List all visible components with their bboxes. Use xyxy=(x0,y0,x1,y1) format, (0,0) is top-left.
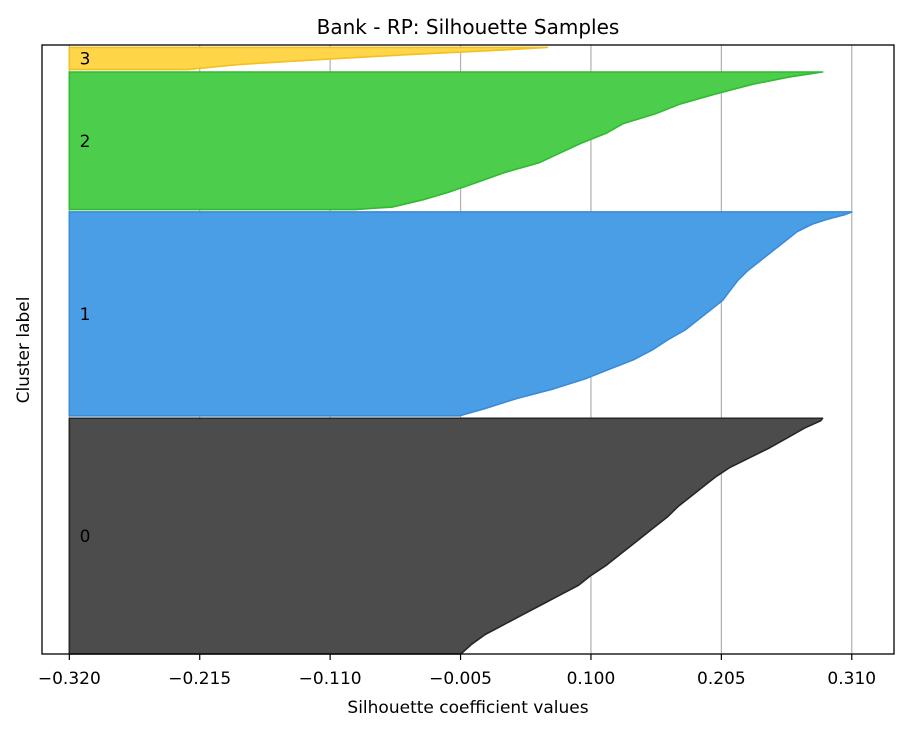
cluster-label: 3 xyxy=(80,50,91,70)
cluster-1-area xyxy=(68,211,853,417)
cluster-label: 0 xyxy=(80,527,91,547)
x-tick-label: −0.005 xyxy=(429,669,492,689)
x-tick-label: −0.320 xyxy=(38,669,101,689)
x-axis-title: Silhouette coefficient values xyxy=(347,698,588,718)
cluster-0-area xyxy=(68,417,824,655)
y-axis-title: Cluster label xyxy=(14,297,34,404)
cluster-areas xyxy=(68,46,853,655)
cluster-2-area xyxy=(68,71,824,211)
x-tick-label: −0.110 xyxy=(299,669,362,689)
cluster-labels: 0 1 2 3 xyxy=(80,50,91,548)
plot-frame xyxy=(41,44,895,655)
x-tick-label: 0.100 xyxy=(567,669,616,689)
cluster-label: 2 xyxy=(80,132,91,152)
x-tick-label: 0.310 xyxy=(827,669,876,689)
x-axis-ticks: −0.320 −0.215 −0.110 −0.005 0.100 0.205 0.310 xyxy=(38,654,876,689)
x-tick-label: 0.205 xyxy=(697,669,746,689)
chart-title: Bank - RP: Silhouette Samples xyxy=(317,15,620,39)
cluster-label: 1 xyxy=(80,305,91,325)
cluster-3-area xyxy=(68,46,549,71)
x-tick-label: −0.215 xyxy=(168,669,231,689)
